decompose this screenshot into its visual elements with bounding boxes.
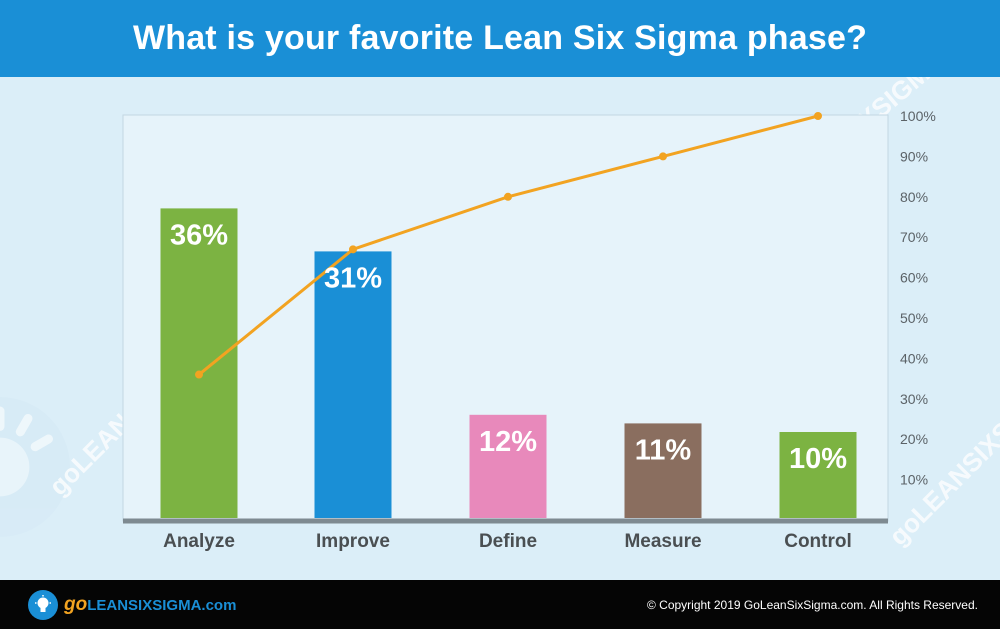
right-tick-10: 10% bbox=[900, 472, 928, 488]
right-tick-80: 80% bbox=[900, 189, 928, 205]
line-point-measure bbox=[659, 152, 667, 161]
x-tick-improve: Improve bbox=[316, 531, 390, 552]
header-bar: What is your favorite Lean Six Sigma pha… bbox=[0, 0, 1000, 77]
bar-control bbox=[779, 432, 857, 518]
x-tick-analyze: Analyze bbox=[163, 531, 235, 552]
copyright-text: © Copyright 2019 GoLeanSixSigma.com. All… bbox=[646, 597, 978, 612]
line-point-analyze bbox=[195, 370, 203, 379]
chart-area: goLEANSIXSIGMA.comgoLEANSIXSIGMA.comgoLE… bbox=[0, 77, 1000, 580]
pareto-chart: goLEANSIXSIGMA.comgoLEANSIXSIGMA.comgoLE… bbox=[0, 77, 1000, 552]
lightbulb-icon bbox=[0, 397, 70, 537]
right-tick-20: 20% bbox=[900, 431, 928, 447]
cumulative-line-series bbox=[195, 112, 822, 379]
right-tick-30: 30% bbox=[900, 391, 928, 407]
brand-suffix: LEANSIXSIGMA.com bbox=[87, 596, 237, 614]
data-label-improve: 31% bbox=[324, 262, 382, 294]
bar-analyze bbox=[160, 208, 238, 518]
brand-logo[interactable]: goLEANSIXSIGMA.com bbox=[28, 589, 236, 620]
footer-bar: goLEANSIXSIGMA.com © Copyright 2019 GoLe… bbox=[0, 580, 1000, 629]
right-tick-90: 90% bbox=[900, 148, 928, 164]
bar-define bbox=[469, 414, 547, 518]
bar-data-labels: 36% 31% 12% 11% 10% bbox=[170, 219, 847, 475]
right-tick-100: 100% bbox=[900, 108, 936, 124]
right-tick-70: 70% bbox=[900, 229, 928, 245]
brand-name: goLEANSIXSIGMA.com bbox=[64, 594, 236, 616]
data-label-control: 10% bbox=[789, 443, 847, 475]
bar-series bbox=[160, 208, 857, 518]
line-point-define bbox=[504, 192, 512, 201]
lightbulb-icon bbox=[28, 589, 58, 620]
data-label-analyze: 36% bbox=[170, 219, 228, 251]
chart-title: What is your favorite Lean Six Sigma pha… bbox=[132, 19, 868, 57]
right-tick-50: 50% bbox=[900, 310, 928, 326]
right-tick-60: 60% bbox=[900, 270, 928, 286]
x-tick-control: Control bbox=[784, 531, 852, 552]
x-tick-define: Define bbox=[479, 531, 537, 552]
line-point-control bbox=[814, 112, 822, 120]
right-axis-tick-labels: 10% 20% 30% 40% 50% 60% 70% 80% 90% 100% bbox=[900, 108, 936, 488]
bar-measure bbox=[624, 423, 702, 518]
x-tick-labels: Analyze Improve Define Measure Control bbox=[163, 531, 852, 552]
data-label-measure: 11% bbox=[635, 434, 692, 466]
brand-prefix: go bbox=[64, 593, 88, 615]
data-label-define: 12% bbox=[479, 426, 537, 458]
x-tick-measure: Measure bbox=[624, 531, 701, 552]
line-point-improve bbox=[349, 245, 357, 254]
right-tick-40: 40% bbox=[900, 350, 928, 366]
bar-improve bbox=[314, 251, 392, 518]
